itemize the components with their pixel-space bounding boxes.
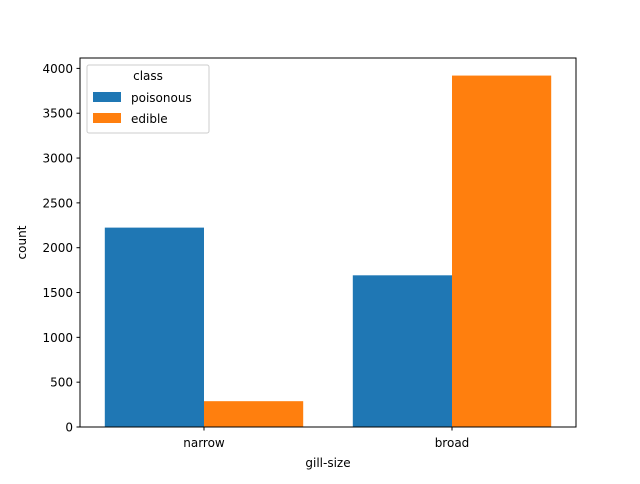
y-tick-label: 1500	[42, 286, 73, 300]
legend-swatch-poisonous	[93, 92, 121, 102]
y-tick-label: 4000	[42, 62, 73, 76]
x-axis-label: gill-size	[305, 456, 350, 470]
y-axis-ticks: 0 500 1000 1500 2000 2500 3000 3500 4000	[42, 62, 80, 435]
bar-edible-narrow	[204, 401, 304, 427]
bar-poisonous-broad	[352, 275, 452, 427]
legend-label-edible: edible	[131, 112, 168, 126]
bar-poisonous-narrow	[104, 227, 204, 427]
y-tick-label: 3000	[42, 152, 73, 166]
legend-title: class	[133, 69, 163, 83]
y-tick-label: 500	[50, 376, 73, 390]
axes-frame	[79, 57, 577, 428]
y-tick-label: 1000	[42, 331, 73, 345]
x-tick-label: narrow	[183, 436, 225, 450]
y-tick-label: 2000	[42, 241, 73, 255]
x-axis-ticks: narrow broad	[183, 427, 469, 450]
y-tick-label: 0	[65, 421, 73, 435]
legend-swatch-edible	[93, 113, 121, 123]
legend: class poisonous edible	[86, 64, 210, 134]
y-tick-label: 3500	[42, 107, 73, 121]
bar-edible-broad	[452, 75, 552, 428]
legend-label-poisonous: poisonous	[131, 91, 192, 105]
bars-group	[104, 75, 552, 428]
y-tick-label: 2500	[42, 196, 73, 210]
y-axis-label: count	[15, 225, 29, 259]
x-tick-label: broad	[435, 436, 470, 450]
